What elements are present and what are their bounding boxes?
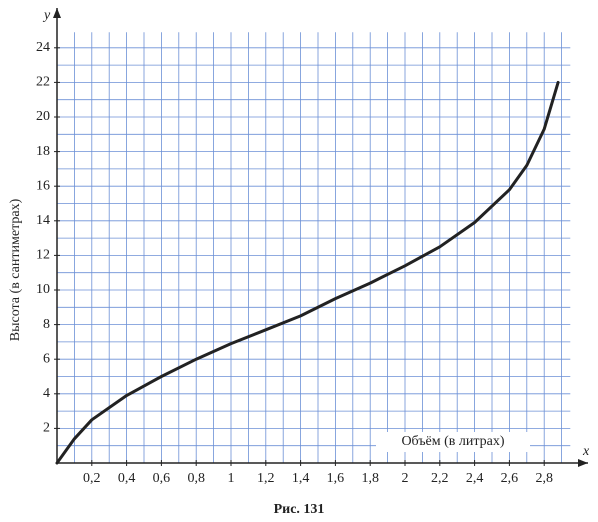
caption: Рис. 131 bbox=[274, 502, 325, 517]
y-axis-name: y bbox=[42, 8, 51, 23]
x-axis-name: x bbox=[582, 444, 590, 459]
curve bbox=[55, 80, 560, 465]
y-tick-label: 14 bbox=[36, 213, 50, 228]
y-tick-label: 8 bbox=[43, 317, 50, 332]
x-arrow bbox=[578, 459, 588, 467]
x-tick-label: 2,6 bbox=[501, 471, 519, 486]
y-tick-label: 24 bbox=[36, 40, 50, 55]
x-tick-label: 1,6 bbox=[327, 471, 345, 486]
x-tick-label: 1,2 bbox=[257, 471, 275, 486]
y-tick-label: 10 bbox=[36, 282, 50, 297]
x-tick-label: 0,2 bbox=[83, 471, 101, 486]
y-tick-label: 12 bbox=[36, 248, 50, 263]
y-tick-label: 6 bbox=[43, 351, 50, 366]
x-tick-label: 1 bbox=[228, 471, 235, 486]
y-tick-label: 22 bbox=[36, 75, 50, 90]
y-tick-label: 16 bbox=[36, 178, 50, 193]
y-tick-label: 18 bbox=[36, 144, 50, 159]
y-arrow bbox=[53, 8, 61, 18]
y-tick-label: 20 bbox=[36, 109, 50, 124]
x-label-bg bbox=[376, 432, 530, 452]
x-tick-label: 0,6 bbox=[153, 471, 171, 486]
x-tick-label: 2 bbox=[402, 471, 409, 486]
x-axis-title: Объём (в литрах) bbox=[401, 434, 504, 449]
x-tick-label: 0,4 bbox=[118, 471, 136, 486]
x-tick-label: 2,4 bbox=[466, 471, 484, 486]
x-tick-label: 1,8 bbox=[361, 471, 379, 486]
grid bbox=[57, 32, 571, 463]
y-tick-label: 2 bbox=[43, 421, 50, 436]
x-tick-label: 1,4 bbox=[292, 471, 310, 486]
x-tick-label: 2,2 bbox=[431, 471, 449, 486]
x-tick-label: 2,8 bbox=[535, 471, 553, 486]
x-tick-label: 0,8 bbox=[187, 471, 205, 486]
y-tick-label: 4 bbox=[43, 386, 50, 401]
y-axis-title: Высота (в сантиметрах) bbox=[8, 198, 23, 341]
